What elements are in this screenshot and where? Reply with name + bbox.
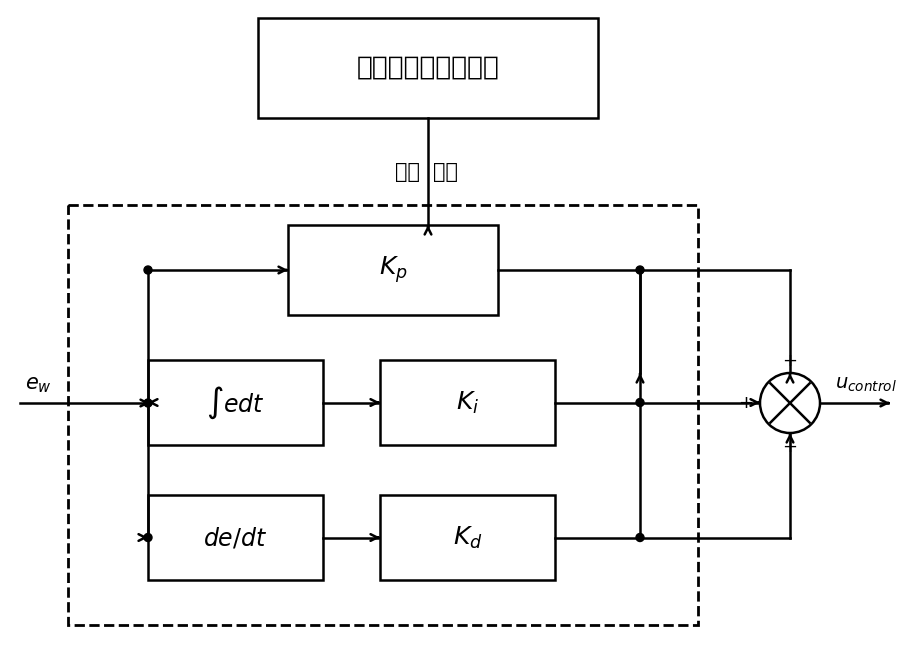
Text: $\int edt$: $\int edt$ <box>206 385 265 421</box>
Text: $de/dt$: $de/dt$ <box>203 525 268 550</box>
Bar <box>68 205 698 625</box>
Text: +: + <box>738 394 754 412</box>
Text: $K_p$: $K_p$ <box>378 254 408 285</box>
Bar <box>148 360 323 445</box>
Circle shape <box>144 399 152 407</box>
Text: 最小二乘支持向量机: 最小二乘支持向量机 <box>356 55 499 81</box>
Text: 参数: 参数 <box>395 162 420 182</box>
Bar <box>288 225 498 315</box>
Bar <box>380 495 555 580</box>
Circle shape <box>144 534 152 542</box>
Text: $K_i$: $K_i$ <box>456 389 479 415</box>
Circle shape <box>636 266 644 274</box>
Bar <box>258 18 598 118</box>
Circle shape <box>636 534 644 542</box>
Bar <box>148 495 323 580</box>
Circle shape <box>144 266 152 274</box>
Text: 整定: 整定 <box>433 162 458 182</box>
Text: +: + <box>782 438 798 456</box>
Text: $K_d$: $K_d$ <box>453 525 482 551</box>
Circle shape <box>636 398 644 407</box>
Text: $u_{control}$: $u_{control}$ <box>835 376 897 394</box>
Bar <box>380 360 555 445</box>
Text: +: + <box>782 352 798 370</box>
Text: $e_w$: $e_w$ <box>25 375 51 395</box>
